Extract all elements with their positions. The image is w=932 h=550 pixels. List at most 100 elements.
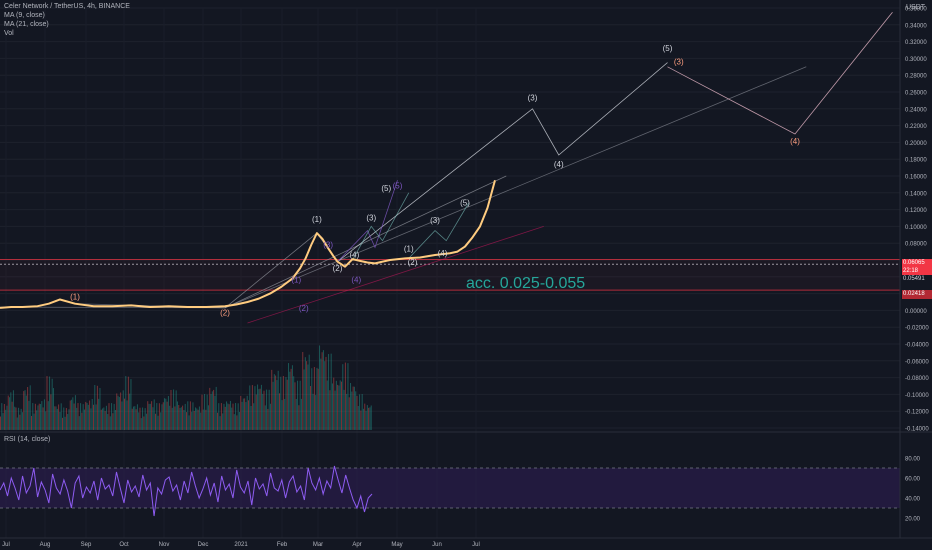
volume-bar — [266, 389, 268, 430]
volume-bar — [285, 377, 287, 430]
volume-bar — [3, 404, 5, 430]
volume-bar — [293, 376, 295, 430]
volume-bar — [333, 377, 335, 430]
volume-bar — [288, 363, 290, 430]
price-tick-label: -0.10000 — [905, 393, 929, 399]
volume-bar — [140, 418, 142, 430]
volume-bar — [171, 407, 173, 430]
volume-bar — [193, 411, 195, 430]
volume-bar — [204, 394, 206, 430]
volume-bar — [20, 408, 22, 430]
volume-bar — [342, 364, 344, 430]
level-tag-1: 0.05491 — [902, 275, 932, 284]
volume-bar — [245, 402, 247, 430]
volume-bar — [271, 369, 273, 430]
wave-label: (4) — [790, 137, 800, 146]
volume-bar — [267, 408, 269, 430]
volume-bar — [284, 398, 286, 430]
price-tick-label: 0.30000 — [905, 57, 927, 63]
wave-label: (5) — [460, 198, 470, 207]
volume-bar — [248, 400, 249, 430]
volume-bar — [74, 395, 76, 430]
volume-bar — [364, 403, 366, 430]
projection-line — [337, 62, 668, 262]
volume-bar — [31, 415, 32, 430]
volume-bar — [124, 398, 125, 430]
volume-bar — [226, 401, 228, 430]
volume-bar — [14, 406, 16, 430]
subwave-line — [337, 180, 398, 262]
wave-labels: (1)(2)(1)(2)(3)(4)(5)(1)(2)(3)(4)(5)(3)(… — [70, 44, 800, 318]
volume-bar — [10, 392, 12, 430]
indicator-ma9[interactable]: MA (9, close) — [4, 12, 45, 19]
time-tick-label: Aug — [40, 542, 51, 548]
level-tag-2: 0.02418 — [902, 290, 932, 299]
volume-bar — [300, 398, 302, 430]
rsi-legend[interactable]: RSI (14, close) — [4, 436, 51, 443]
volume-bar — [295, 398, 297, 430]
volume-bar — [117, 395, 119, 430]
volume-bar — [89, 400, 91, 430]
volume-bar — [54, 406, 56, 430]
volume-bar — [51, 378, 53, 430]
volume-bar — [83, 409, 85, 430]
volume-bar — [173, 389, 175, 430]
volume-bar — [361, 394, 363, 430]
volume-bar — [211, 391, 213, 430]
volume-bar — [85, 401, 87, 430]
volume-bar — [337, 384, 339, 430]
volume-bar — [103, 407, 105, 430]
volume-bar — [290, 368, 292, 430]
price-tick-label: -0.12000 — [905, 410, 929, 416]
volume-bar — [320, 358, 322, 430]
volume-bar — [197, 409, 199, 430]
wave-label: (4) — [554, 160, 564, 169]
rsi-tick-label: 80.00 — [905, 457, 921, 463]
indicator-vol[interactable]: Vol — [4, 30, 14, 37]
volume-bar — [116, 393, 118, 430]
wave-label: (1) — [312, 215, 322, 224]
volume-bar — [213, 389, 215, 430]
volume-bar — [153, 399, 155, 430]
volume-bar — [253, 403, 255, 430]
volume-bar — [130, 379, 132, 430]
volume-bar — [47, 401, 49, 430]
price-tick-label: 0.16000 — [905, 175, 927, 181]
volume-bar — [38, 403, 40, 430]
wave-label: (4) — [351, 276, 361, 285]
indicator-ma21[interactable]: MA (21, close) — [4, 21, 49, 28]
volume-bar — [328, 354, 330, 430]
time-tick-label: Jul — [2, 542, 10, 548]
volume-bar — [6, 405, 8, 430]
volume-bar — [255, 394, 257, 430]
volume-bar — [356, 395, 358, 430]
price-tick-label: -0.02000 — [905, 326, 929, 332]
price-tick-label: -0.04000 — [905, 343, 929, 349]
volume-bar — [118, 397, 120, 430]
volume-bar — [262, 393, 264, 430]
wave-label: (1) — [291, 276, 301, 285]
volume-bar — [50, 394, 52, 430]
volume-bar — [15, 407, 17, 430]
volume-bar — [9, 397, 11, 430]
volume-bar — [27, 387, 29, 430]
volume-bar — [273, 374, 275, 430]
volume-bar — [229, 400, 231, 430]
volume-bar — [29, 385, 31, 430]
volume-bar — [102, 408, 104, 430]
volume-bar — [34, 403, 36, 430]
volume-bar — [90, 408, 92, 430]
volume-bar — [210, 394, 212, 430]
volume-bar — [180, 407, 182, 430]
volume-bar — [152, 407, 154, 430]
volume-bar — [240, 395, 242, 430]
volume-bar — [196, 408, 198, 430]
volume-bar — [45, 411, 47, 430]
price-tick-label: 0.26000 — [905, 91, 927, 97]
volume-bar — [73, 403, 75, 430]
volume-bar — [42, 407, 44, 430]
volume-bar — [304, 357, 306, 430]
volume-bar — [155, 413, 156, 430]
volume-bar — [331, 383, 333, 430]
